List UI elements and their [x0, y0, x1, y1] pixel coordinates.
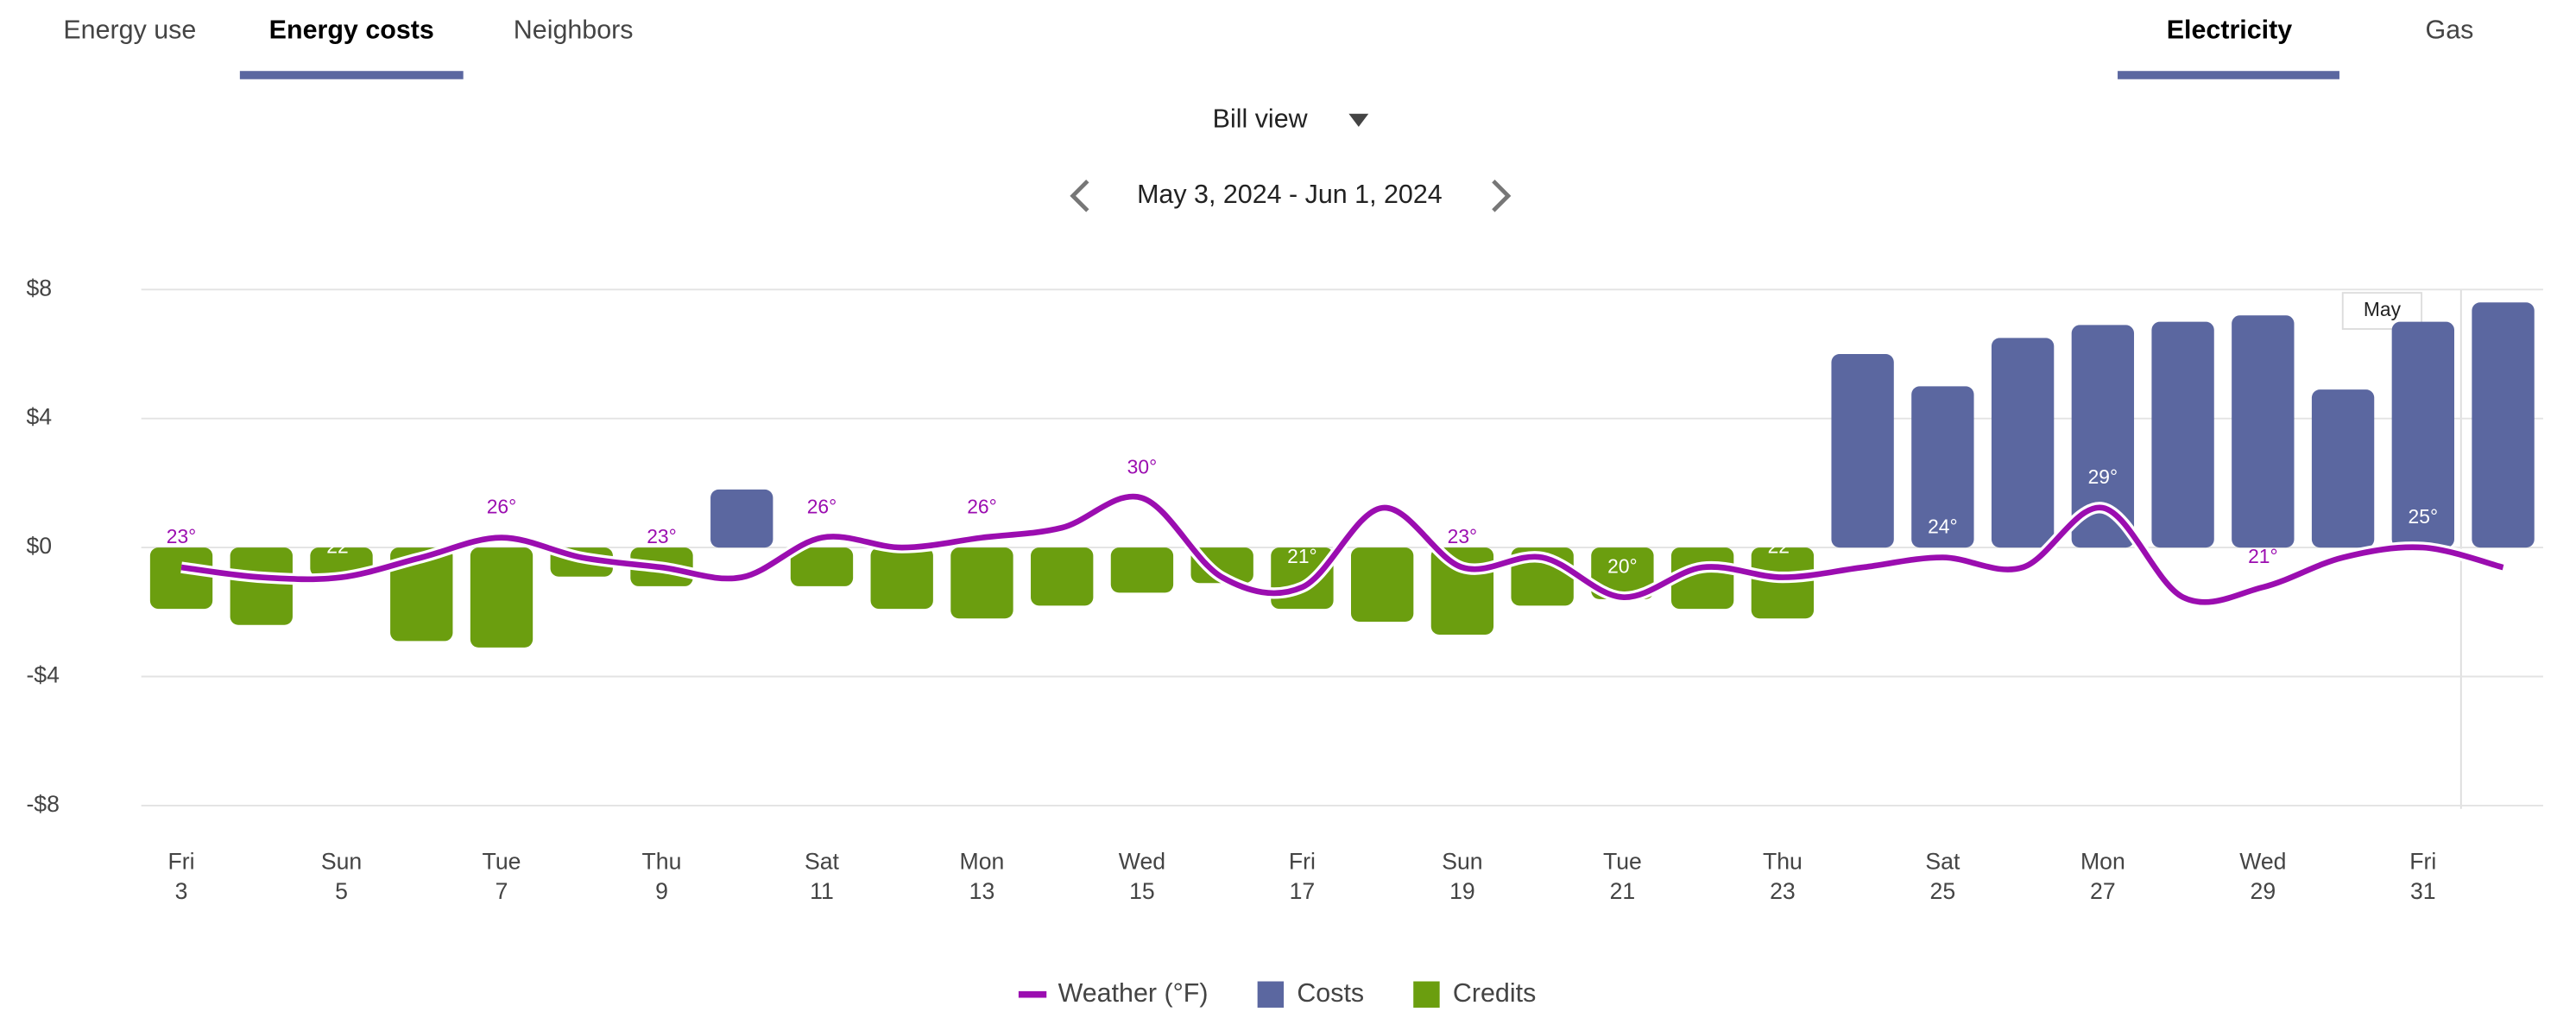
tab[interactable]: Neighbors — [514, 16, 634, 45]
bar — [710, 489, 773, 548]
x-tick-label: 7 — [496, 878, 508, 904]
bar — [230, 547, 293, 625]
data-label: 22° — [326, 534, 357, 557]
data-label: 30° — [1127, 455, 1158, 478]
bar — [2391, 321, 2454, 548]
bar — [870, 547, 933, 610]
x-tick-label: 3 — [175, 878, 188, 904]
x-tick-weekday: Sun — [321, 849, 362, 875]
legend-label: Costs — [1297, 978, 1364, 1008]
x-tick-label: 5 — [335, 878, 348, 904]
bar — [2071, 325, 2135, 548]
weather-line — [180, 493, 2504, 605]
bar — [2311, 389, 2375, 548]
y-tick-label: $8 — [26, 275, 52, 300]
data-label: 26° — [807, 495, 837, 517]
data-label: 21° — [1287, 545, 1317, 567]
x-tick-label: 17 — [1290, 878, 1316, 904]
dropdown-arrow[interactable] — [1348, 113, 1369, 127]
x-tick-label: 29 — [2251, 878, 2276, 904]
tab-indicator — [239, 71, 464, 79]
bar — [2232, 315, 2295, 548]
fuel-tab-active[interactable]: Electricity — [2167, 16, 2293, 45]
y-tick-label: -$8 — [26, 791, 59, 817]
bar — [1991, 338, 2055, 548]
data-label: 20° — [1607, 554, 1638, 577]
data-label: 25° — [2409, 505, 2439, 528]
x-tick-label: 19 — [1449, 878, 1475, 904]
legend-label: Weather (°F) — [1058, 978, 1209, 1008]
x-tick-weekday: Mon — [2080, 849, 2125, 875]
bar — [2151, 321, 2214, 548]
data-label: 23° — [167, 525, 197, 547]
view-select[interactable]: Bill view — [1213, 104, 1309, 133]
data-label: 21° — [2248, 545, 2278, 567]
x-tick-label: 31 — [2410, 878, 2436, 904]
bar — [1911, 386, 1974, 548]
legend: Weather (°F) Costs Credits — [1018, 978, 1536, 1008]
bar — [390, 547, 453, 642]
bar — [470, 547, 534, 648]
bar — [950, 547, 1013, 619]
bar — [1831, 354, 1894, 548]
y-tick-label: $0 — [26, 533, 52, 559]
y-tick-label: -$4 — [26, 662, 60, 688]
bar — [790, 547, 854, 586]
data-label: 24° — [1928, 515, 1958, 537]
x-tick-weekday: Sat — [805, 849, 840, 875]
legend-label: Credits — [1453, 978, 1536, 1008]
data-label: 23° — [1448, 525, 1478, 547]
bar — [1110, 547, 1174, 593]
tab-active[interactable]: Energy costs — [269, 16, 434, 45]
x-tick-weekday: Wed — [1119, 849, 1165, 875]
plot: $8 $4 $0 -$4 -$8 Fri 3 Sun 5 Tue 7 Thu 9 Sat 11 Mon 13 We… — [26, 275, 2543, 904]
x-tick-label: 27 — [2090, 878, 2116, 904]
tab-indicator — [2118, 71, 2339, 79]
legend-swatch — [1257, 981, 1285, 1008]
x-tick-weekday: Sat — [1925, 849, 1960, 875]
x-tick-weekday: Sun — [1442, 849, 1482, 875]
next-button[interactable] — [1492, 180, 1512, 212]
data-label: 23° — [647, 525, 677, 547]
x-tick-weekday: Fri — [2409, 849, 2436, 875]
data-label: 22° — [1768, 534, 1798, 557]
bar — [149, 547, 213, 610]
x-tick-weekday: Fri — [1289, 849, 1316, 875]
data-label: 26° — [967, 495, 997, 517]
x-tick-label: 21 — [1610, 878, 1636, 904]
x-tick-label: 23 — [1770, 878, 1796, 904]
bar — [1591, 547, 1654, 599]
x-tick-weekday: Tue — [483, 849, 521, 875]
data-label: 29° — [2088, 465, 2118, 488]
x-tick-label: 25 — [1930, 878, 1956, 904]
x-tick-weekday: Thu — [1763, 849, 1803, 875]
x-tick-weekday: Wed — [2239, 849, 2286, 875]
data-label: 26° — [487, 495, 517, 517]
x-tick-weekday: Thu — [642, 849, 682, 875]
bar — [2472, 302, 2535, 548]
x-tick-weekday: Tue — [1603, 849, 1642, 875]
prev-button[interactable] — [1070, 180, 1089, 212]
x-tick-label: 11 — [810, 878, 834, 904]
x-tick-weekday: Mon — [960, 849, 1005, 875]
x-tick-label: 15 — [1129, 878, 1155, 904]
annotation: May — [2364, 298, 2402, 320]
x-tick-label: 9 — [655, 878, 668, 904]
x-tick-weekday: Fri — [168, 849, 195, 875]
legend-swatch — [1413, 981, 1440, 1008]
bar — [1031, 547, 1094, 606]
x-tick-label: 13 — [969, 878, 995, 904]
bar — [1430, 547, 1494, 635]
bar — [1351, 547, 1414, 623]
date-range: May 3, 2024 - Jun 1, 2024 — [1137, 180, 1443, 209]
y-tick-label: $4 — [26, 404, 52, 430]
tab[interactable]: Energy use — [63, 16, 196, 45]
fuel-tab[interactable]: Gas — [2426, 16, 2474, 45]
